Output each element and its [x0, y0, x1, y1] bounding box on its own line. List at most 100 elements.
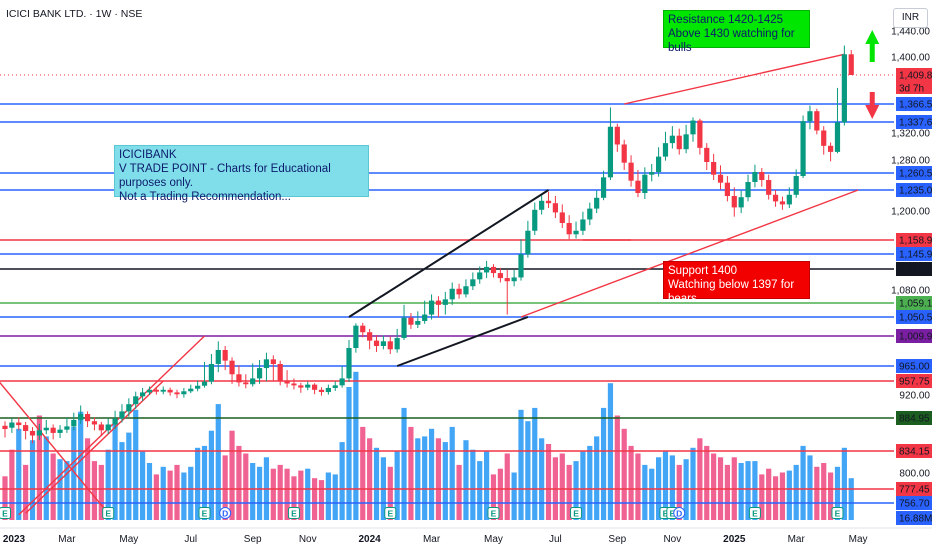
volume-bar [800, 445, 806, 520]
volume-bar [84, 438, 91, 520]
volume-bar [277, 464, 283, 520]
time-tick-label: Sep [244, 534, 262, 545]
price-level-label: 1,050.50 [899, 313, 932, 324]
earnings-marker[interactable]: E [384, 507, 397, 519]
earnings-marker[interactable]: E [487, 507, 500, 519]
candle-body [428, 300, 435, 315]
volume-bar [181, 472, 187, 520]
time-tick-label: May [119, 534, 138, 545]
volume-bar [600, 407, 607, 520]
resistance-annotation[interactable]: Resistance 1420-1425 Above 1430 watching… [663, 10, 810, 54]
volume-bar [779, 472, 786, 520]
info-line-1: ICICIBANK [119, 149, 177, 161]
volume-bar [490, 474, 497, 520]
candle-body [573, 230, 579, 235]
time-tick-label: May [849, 534, 868, 545]
volume-bar [215, 404, 221, 520]
time-axis-bg [0, 528, 932, 550]
price-tick-label: 1,200.00 [891, 207, 930, 218]
volume-tag [896, 511, 932, 525]
volume-bar [360, 426, 366, 520]
candle-body [484, 266, 490, 273]
candle-body [57, 429, 63, 433]
time-axis[interactable]: 2023 Mar May Jul Sep Nov 2024 Mar May Jul Sep Nov 20… [0, 527, 932, 550]
candle-body [642, 174, 648, 193]
volume-bar [243, 453, 249, 520]
candle-body [174, 392, 180, 395]
time-tick-label: Mar [423, 534, 441, 545]
price-level-label: 834.15 [899, 447, 930, 458]
time-tick-label: 2024 [359, 534, 382, 545]
candle-body [387, 341, 393, 350]
volume-bar [140, 451, 146, 520]
volume-bar [270, 468, 276, 520]
candle-body [188, 388, 194, 392]
support-annotation[interactable]: Support 1400 Watching below 1397 for bea… [663, 261, 810, 305]
candle-body [346, 347, 352, 379]
symbol-header: ICICI BANK LTD. · 1W · NSE [4, 7, 145, 21]
earnings-marker[interactable]: E [748, 507, 761, 519]
volume-bar [29, 440, 36, 520]
volume-bar [91, 461, 98, 520]
volume-bar [470, 449, 476, 520]
trendline-black-upper [348, 189, 550, 318]
svg-text:E: E [573, 509, 579, 519]
volume-bar [821, 463, 827, 520]
candle-body [580, 219, 586, 231]
candle-body [160, 389, 166, 392]
candle-body [291, 383, 297, 386]
direction-arrows [865, 30, 880, 119]
earnings-marker[interactable]: E [0, 507, 11, 519]
price-level-label: 1,235.00 [899, 186, 932, 197]
candle-body [828, 145, 834, 152]
earnings-marker[interactable]: E [287, 507, 300, 519]
volume-bar [153, 474, 159, 520]
currency-button[interactable]: INR [893, 8, 928, 28]
volume-bar [711, 453, 717, 520]
candle-body [594, 197, 600, 209]
volume-bar [456, 464, 462, 520]
symbol-label: ICICI BANK LTD. · 1W · NSE [6, 8, 143, 20]
earnings-marker[interactable]: E [102, 507, 115, 519]
earnings-marker[interactable]: E [198, 507, 211, 519]
candle-body [738, 197, 744, 208]
volume-bar [98, 464, 104, 520]
candle-body [133, 396, 139, 405]
volume-bar [201, 445, 208, 520]
earnings-marker[interactable]: E [570, 507, 583, 519]
volume-bar [759, 474, 765, 520]
candle-body [201, 381, 208, 386]
svg-text:E: E [752, 509, 758, 519]
support-line-1: Support 1400 [668, 265, 738, 277]
dividend-marker[interactable]: D [673, 507, 686, 519]
price-level-tag [896, 482, 932, 496]
volume-bar [298, 470, 304, 520]
price-level-label: 1,145.90 [899, 250, 932, 261]
candlesticks [2, 45, 854, 444]
dividend-marker[interactable]: D [219, 507, 232, 519]
price-level-label: 1,366.55 [899, 100, 932, 111]
candle-body [614, 126, 620, 145]
candle-body [704, 147, 710, 163]
info-annotation[interactable]: ICICIBANK V TRADE POINT - Charts for Edu… [114, 145, 369, 203]
candle-body [628, 162, 634, 181]
price-level-tag [896, 247, 932, 261]
candle-body [250, 378, 256, 385]
candle-body [731, 196, 737, 208]
volume-bar [312, 478, 318, 520]
volume-bar [146, 463, 153, 520]
price-tick-label: 1,440.00 [891, 27, 930, 38]
price-level-tag [896, 166, 932, 180]
resistance-line-1: Resistance 1420-1425 [668, 14, 784, 26]
volume-bar [525, 421, 531, 520]
volume-bar [318, 480, 325, 520]
price-axis[interactable]: 1,440.00 1,400.00 1,320.00 1,280.00 1,200.00… [891, 0, 932, 530]
candle-body [532, 209, 538, 231]
volume-bar [724, 464, 730, 520]
volume-bar [662, 451, 669, 520]
earnings-marker[interactable]: E [831, 507, 844, 519]
info-line-2: V TRADE POINT - Charts for Educational p… [119, 163, 331, 189]
time-tick-label: Sep [608, 534, 626, 545]
candle-body [394, 337, 400, 350]
